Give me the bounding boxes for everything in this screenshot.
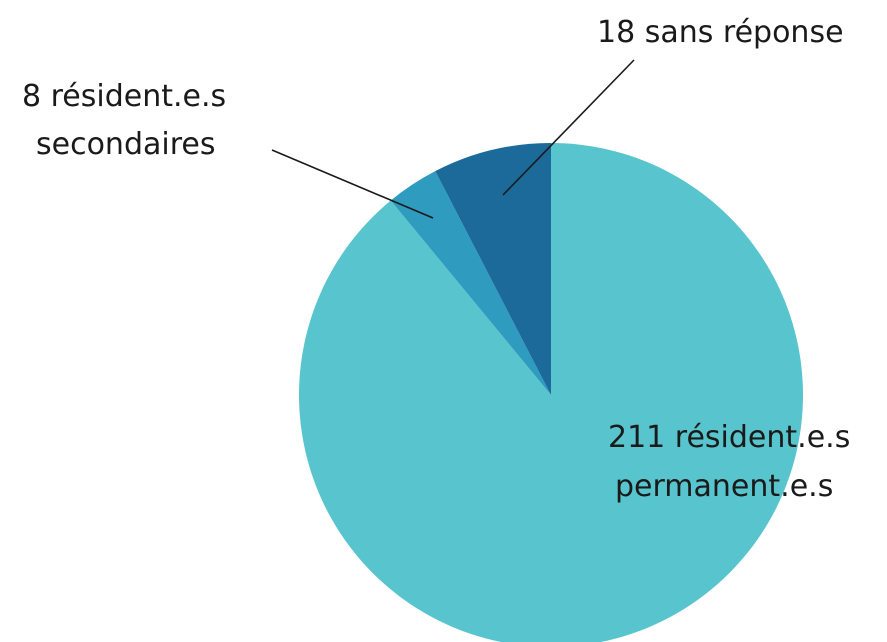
pie-slice-0 <box>299 143 803 642</box>
pie-slice-2 <box>435 143 551 395</box>
leader-line-sans-reponse <box>502 59 635 196</box>
label-secondaires-line2: secondaires <box>36 127 215 162</box>
label-permanents-line2: permanent.e.s <box>615 469 833 504</box>
pie-slice-1 <box>390 171 551 395</box>
pie-slices <box>299 143 803 642</box>
label-sans-reponse: 18 sans réponse <box>597 15 844 50</box>
label-permanents-line1: 211 résident.e.s <box>608 420 850 455</box>
leader-line-secondaires <box>271 149 434 219</box>
label-secondaires-line1: 8 résident.e.s <box>22 79 226 114</box>
